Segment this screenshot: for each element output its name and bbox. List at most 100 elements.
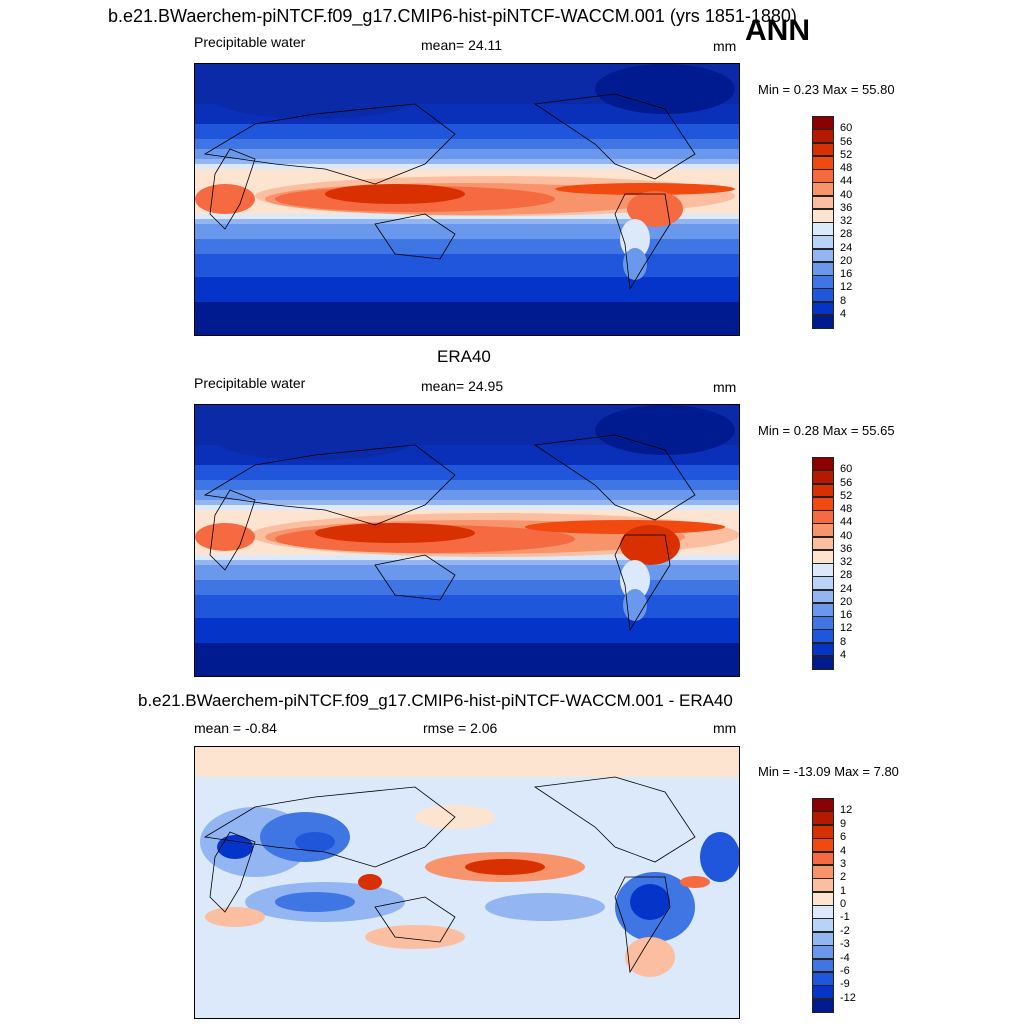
colorbar-label: 32	[840, 556, 853, 568]
colorbar-label: 56	[840, 135, 853, 148]
colorbar-label: 12	[840, 281, 853, 294]
colorbar-label: 4	[840, 307, 847, 320]
colorbar-swatch	[812, 155, 834, 170]
colorbar-label: -2	[840, 924, 850, 937]
colorbar-swatch	[812, 248, 834, 263]
colorbar-label: 20	[840, 595, 853, 608]
panel2-variable: Precipitable water	[194, 375, 306, 391]
colorbar-swatch	[812, 576, 834, 590]
page-title: b.e21.BWaerchem-piNTCF.f09_g17.CMIP6-his…	[108, 6, 797, 26]
colorbar-label: 36	[840, 201, 853, 214]
colorbar-swatch	[812, 629, 834, 643]
colorbar-swatch	[812, 275, 834, 289]
panel3-minmax: Min = -13.09 Max = 7.80	[758, 764, 899, 779]
colorbar-label: 44	[840, 516, 853, 529]
colorbar-swatch	[812, 314, 834, 329]
panel3-map	[194, 746, 740, 1019]
colorbar-label: 1	[840, 884, 847, 897]
panel3-colorbar: 12 9 6 4 3 2 1 0 -1 -2 -3 -4 -6 -9 -12	[812, 798, 856, 1013]
colorbar-label: 6	[840, 831, 847, 844]
colorbar-swatch	[812, 931, 834, 946]
colorbar-swatch	[812, 235, 834, 249]
colorbar-label: 40	[840, 188, 853, 201]
colorbar-swatch	[812, 222, 834, 236]
colorbar-label: 52	[840, 148, 853, 161]
colorbar-label: 48	[840, 162, 853, 174]
colorbar-swatch	[812, 851, 834, 866]
colorbar-swatch	[812, 549, 834, 564]
colorbar-label: 24	[840, 582, 853, 595]
colorbar-label: 16	[840, 609, 853, 621]
colorbar-label: -1	[840, 911, 850, 924]
colorbar-label: -12	[840, 991, 856, 1004]
panel2-minmax: Min = 0.28 Max = 55.65	[758, 423, 895, 438]
colorbar-swatch	[812, 918, 834, 933]
panel3-rmse: rmse = 2.06	[423, 720, 498, 736]
colorbar-label: 32	[840, 215, 853, 227]
colorbar-label: 56	[840, 476, 853, 489]
colorbar-label: 28	[840, 569, 853, 582]
colorbar-label: 12	[840, 804, 853, 817]
panel1-minmax: Min = 0.23 Max = 55.80	[758, 82, 895, 97]
panel1-units: mm	[713, 38, 737, 54]
colorbar-label: 60	[840, 122, 853, 135]
colorbar-label: -3	[840, 938, 850, 951]
colorbar-label: 48	[840, 503, 853, 515]
colorbar-label: 12	[840, 622, 853, 635]
colorbar-swatch	[812, 971, 834, 986]
panel1-variable: Precipitable water	[194, 34, 306, 50]
colorbar-swatch	[812, 905, 834, 919]
colorbar-swatch	[812, 589, 834, 604]
colorbar-swatch	[812, 496, 834, 511]
colorbar-swatch	[812, 945, 834, 959]
colorbar-swatch	[812, 891, 834, 906]
colorbar-swatch	[812, 878, 834, 893]
colorbar-label: 40	[840, 529, 853, 542]
panel2-colorbar: 60 56 52 48 44 40 36 32 28 24 20 16 12 8 4	[812, 457, 852, 670]
colorbar-label: -9	[840, 978, 850, 991]
colorbar-swatch	[812, 985, 834, 1000]
colorbar-swatch	[812, 523, 834, 537]
colorbar-swatch	[812, 510, 834, 524]
season-label: ANN	[745, 14, 810, 47]
colorbar-swatch	[812, 195, 834, 210]
panel3-mean: mean = -0.84	[194, 720, 277, 736]
colorbar-label: 24	[840, 241, 853, 254]
panel2-map	[194, 404, 740, 677]
colorbar-label: 28	[840, 228, 853, 241]
colorbar-swatch	[812, 655, 834, 670]
colorbar-swatch	[812, 958, 834, 973]
colorbar-swatch	[812, 642, 834, 657]
colorbar-label: 4	[840, 648, 847, 661]
colorbar-swatch	[812, 169, 834, 183]
colorbar-swatch	[812, 470, 834, 484]
colorbar-swatch	[812, 838, 834, 852]
colorbar-label: 4	[840, 844, 847, 857]
colorbar-swatch	[812, 182, 834, 196]
panel3-map-svg	[195, 747, 739, 1018]
panel1-mean: mean= 24.11	[421, 37, 503, 53]
colorbar-swatch	[812, 288, 834, 302]
panel1-colorbar: 60 56 52 48 44 40 36 32 28 24 20 16 12 8 4	[812, 116, 852, 329]
colorbar-swatch	[812, 824, 834, 839]
panel3-units: mm	[713, 720, 737, 736]
colorbar-label: -6	[840, 964, 850, 977]
colorbar-swatch	[812, 301, 834, 316]
colorbar-label: -4	[840, 951, 850, 964]
panel2-mean: mean= 24.95	[421, 378, 504, 394]
colorbar-label: 9	[840, 817, 847, 830]
panel2-map-svg	[195, 405, 739, 676]
colorbar-label: 8	[840, 294, 847, 307]
colorbar-swatch	[812, 998, 834, 1013]
colorbar-swatch	[812, 483, 834, 498]
colorbar-swatch	[812, 864, 834, 879]
colorbar-label: 0	[840, 898, 847, 910]
colorbar-label: 52	[840, 489, 853, 502]
colorbar-label: 44	[840, 175, 853, 188]
colorbar-label: 20	[840, 254, 853, 267]
panel3-heading: b.e21.BWaerchem-piNTCF.f09_g17.CMIP6-his…	[138, 691, 733, 710]
panel2-heading: ERA40	[437, 347, 491, 366]
colorbar-swatch	[812, 536, 834, 551]
colorbar-swatch	[812, 563, 834, 577]
colorbar-label: 16	[840, 268, 853, 280]
